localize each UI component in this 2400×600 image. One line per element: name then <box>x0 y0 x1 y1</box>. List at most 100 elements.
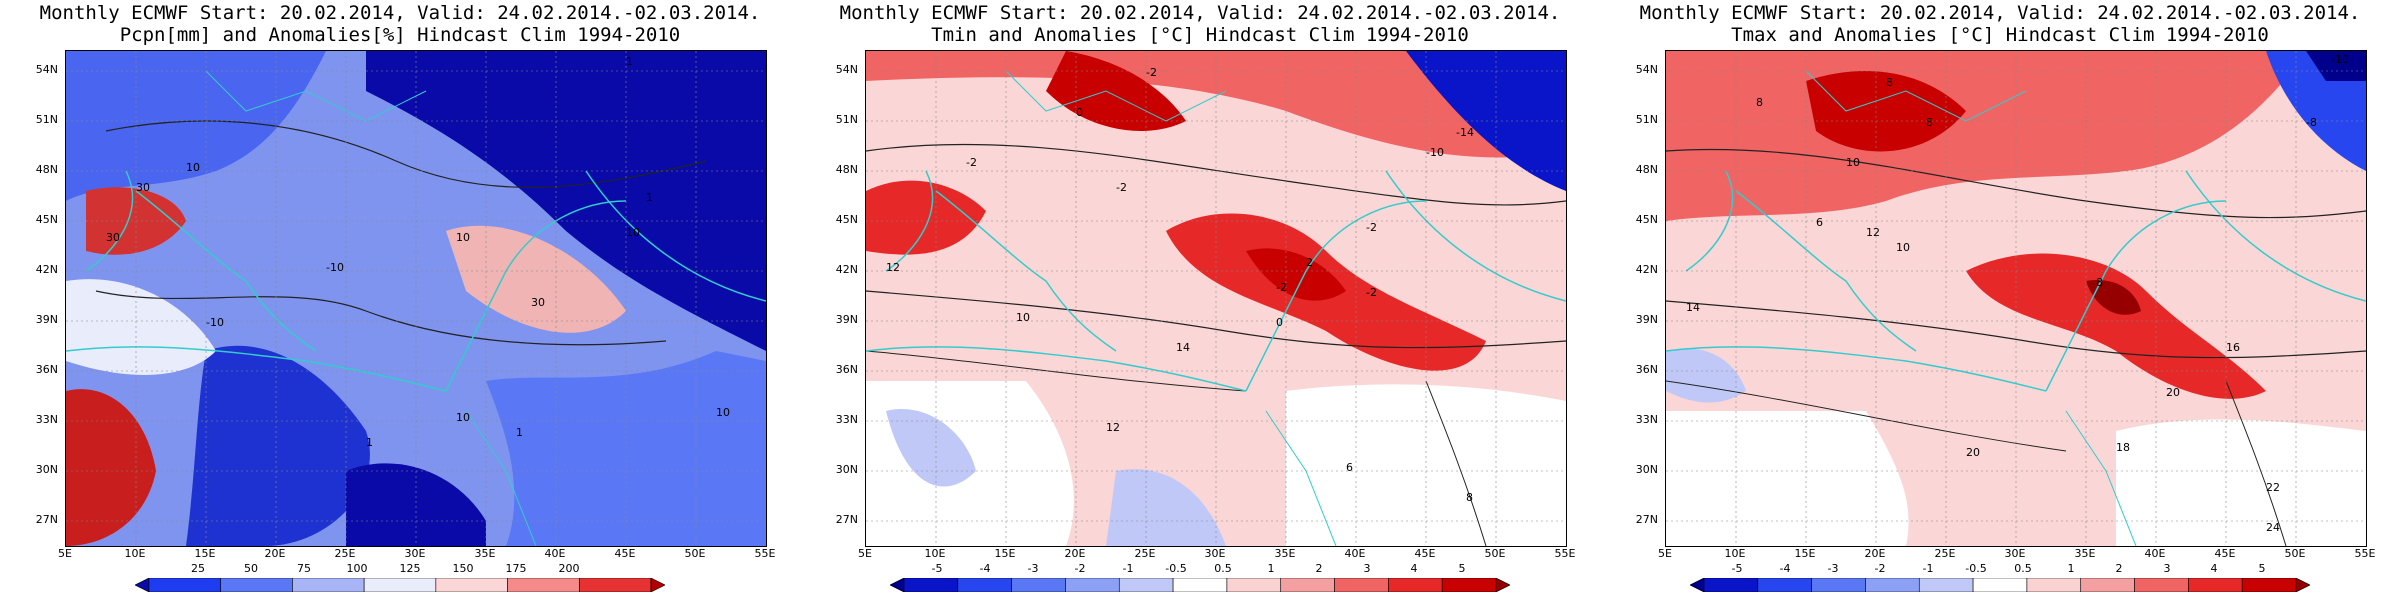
colorbar-segment <box>2134 578 2189 592</box>
panel-title-line1: Monthly ECMWF Start: 20.02.2014, Valid: … <box>39 2 761 24</box>
colorbar-label: 150 <box>452 562 474 575</box>
map-label: 30 <box>106 231 120 244</box>
panel-title-line1: Monthly ECMWF Start: 20.02.2014, Valid: … <box>1639 2 2361 24</box>
map-label: 10 <box>456 411 470 424</box>
lon-tick-label: 25E <box>334 547 356 560</box>
map-tmin: -2 0 -2 -14 -10 -2 -2 -2 0 2 -2 12 10 14… <box>865 50 1567 547</box>
map-label: 30 <box>136 181 150 194</box>
colorbar-strip <box>890 578 1510 592</box>
colorbar-label: 3 <box>1363 562 1371 575</box>
colorbar-segment <box>2026 578 2082 592</box>
colorbar-segment <box>1065 578 1120 592</box>
lon-tick-label: 45E <box>1414 547 1436 560</box>
lat-tick-label: 27N <box>835 513 858 526</box>
lat-tick-label: 39N <box>835 313 858 326</box>
lon-tick-label: 20E <box>1064 547 1086 560</box>
lon-tick-label: 15E <box>194 547 216 560</box>
map-label: 8 <box>1886 76 1893 89</box>
map-label: 14 <box>1176 341 1190 354</box>
colorbar-label: -0.5 <box>1165 562 1187 575</box>
panel-title-line2: Tmax and Anomalies [°C] Hindcast Clim 19… <box>1731 24 2269 46</box>
colorbar-segment <box>435 578 508 592</box>
colorbar-segment <box>1972 578 2028 592</box>
map-tmax: -10 8 8 8 -8 10 6 12 10 8 14 16 20 18 20… <box>1665 50 2367 547</box>
colorbar-strip <box>1690 578 2310 592</box>
panel-title-line1: Monthly ECMWF Start: 20.02.2014, Valid: … <box>839 2 1561 24</box>
lat-tick-label: 42N <box>35 263 58 276</box>
colorbar-label: 200 <box>558 562 580 575</box>
map-label: 10 <box>716 406 730 419</box>
lat-tick-label: 30N <box>835 463 858 476</box>
map-label: -2 <box>1366 286 1377 299</box>
map-label: 1 <box>366 436 373 449</box>
colorbar-label: 4 <box>2210 562 2218 575</box>
lat-tick-label: 30N <box>35 463 58 476</box>
panel-precipitation: Monthly ECMWF Start: 20.02.2014, Valid: … <box>10 0 790 600</box>
map-label: -2 <box>1116 181 1127 194</box>
colorbar-segment <box>135 578 150 592</box>
colorbar-segment <box>1334 578 1389 592</box>
lon-tick-label: 45E <box>2214 547 2236 560</box>
map-label: 10 <box>626 226 640 239</box>
panel-title-line2: Tmin and Anomalies [°C] Hindcast Clim 19… <box>931 24 1469 46</box>
colorbar-segment <box>1118 578 1174 592</box>
colorbar-segment <box>220 578 293 592</box>
lon-tick-label: 50E <box>684 547 706 560</box>
lon-tick-label: 5E <box>1658 547 1672 560</box>
colorbar-label: 1 <box>2067 562 2075 575</box>
colorbar-label: 3 <box>2163 562 2171 575</box>
lat-tick-label: 36N <box>35 363 58 376</box>
colorbar-segment <box>650 578 665 592</box>
colorbar-segment <box>292 578 365 592</box>
colorbar-label: 50 <box>244 562 258 575</box>
map-label: 8 <box>1926 116 1933 129</box>
colorbar-label: 25 <box>191 562 205 575</box>
lat-tick-label: 48N <box>35 163 58 176</box>
lat-tick-label: 27N <box>1635 513 1658 526</box>
map-label: 22 <box>2266 481 2280 494</box>
map-label: 8 <box>2096 276 2103 289</box>
colorbar-label: 0.5 <box>2014 562 2032 575</box>
map-label: 20 <box>2166 386 2180 399</box>
map-label: 10 <box>186 161 200 174</box>
map-label: -2 <box>1366 221 1377 234</box>
lat-tick-label: 42N <box>1635 263 1658 276</box>
map-label: 10 <box>1896 241 1910 254</box>
lon-tick-label: 50E <box>1484 547 1506 560</box>
map-label: 10 <box>1846 156 1860 169</box>
map-label: 10 <box>1016 311 1030 324</box>
colorbar-label: 175 <box>505 562 527 575</box>
colorbar-segment <box>1811 578 1866 592</box>
lon-tick-label: 25E <box>1134 547 1156 560</box>
colorbar-segment <box>1865 578 1920 592</box>
colorbar-label: -5 <box>931 562 943 575</box>
colorbar-label: 4 <box>1410 562 1418 575</box>
map-label: -8 <box>2306 116 2317 129</box>
map-label: 6 <box>1816 216 1823 229</box>
colorbar-label: 125 <box>399 562 421 575</box>
map-label: 1 <box>626 55 633 68</box>
lat-tick-label: 48N <box>835 163 858 176</box>
lon-tick-label: 40E <box>2144 547 2166 560</box>
colorbar-segment <box>2188 578 2243 592</box>
colorbar-segment <box>578 578 652 592</box>
colorbar-label: -0.5 <box>1965 562 1987 575</box>
colorbar-segment <box>890 578 905 592</box>
colorbar-label: -1 <box>1922 562 1934 575</box>
lon-tick-label: 40E <box>544 547 566 560</box>
colorbar-segment <box>1757 578 1812 592</box>
lat-tick-label: 51N <box>835 113 858 126</box>
lat-tick-label: 42N <box>835 263 858 276</box>
colorbar-label: 5 <box>2258 562 2266 575</box>
colorbar-segment <box>2080 578 2135 592</box>
map-label: 0 <box>1276 316 1283 329</box>
colorbar-segment <box>1388 578 1443 592</box>
map-label: -14 <box>1456 126 1474 139</box>
colorbar-segment <box>1172 578 1228 592</box>
lon-tick-label: 55E <box>754 547 776 560</box>
map-label: -10 <box>1426 146 1444 159</box>
map-label: -2 <box>1146 66 1157 79</box>
colorbar-segment <box>1011 578 1066 592</box>
colorbar-label: -1 <box>1122 562 1134 575</box>
lon-tick-label: 10E <box>124 547 146 560</box>
